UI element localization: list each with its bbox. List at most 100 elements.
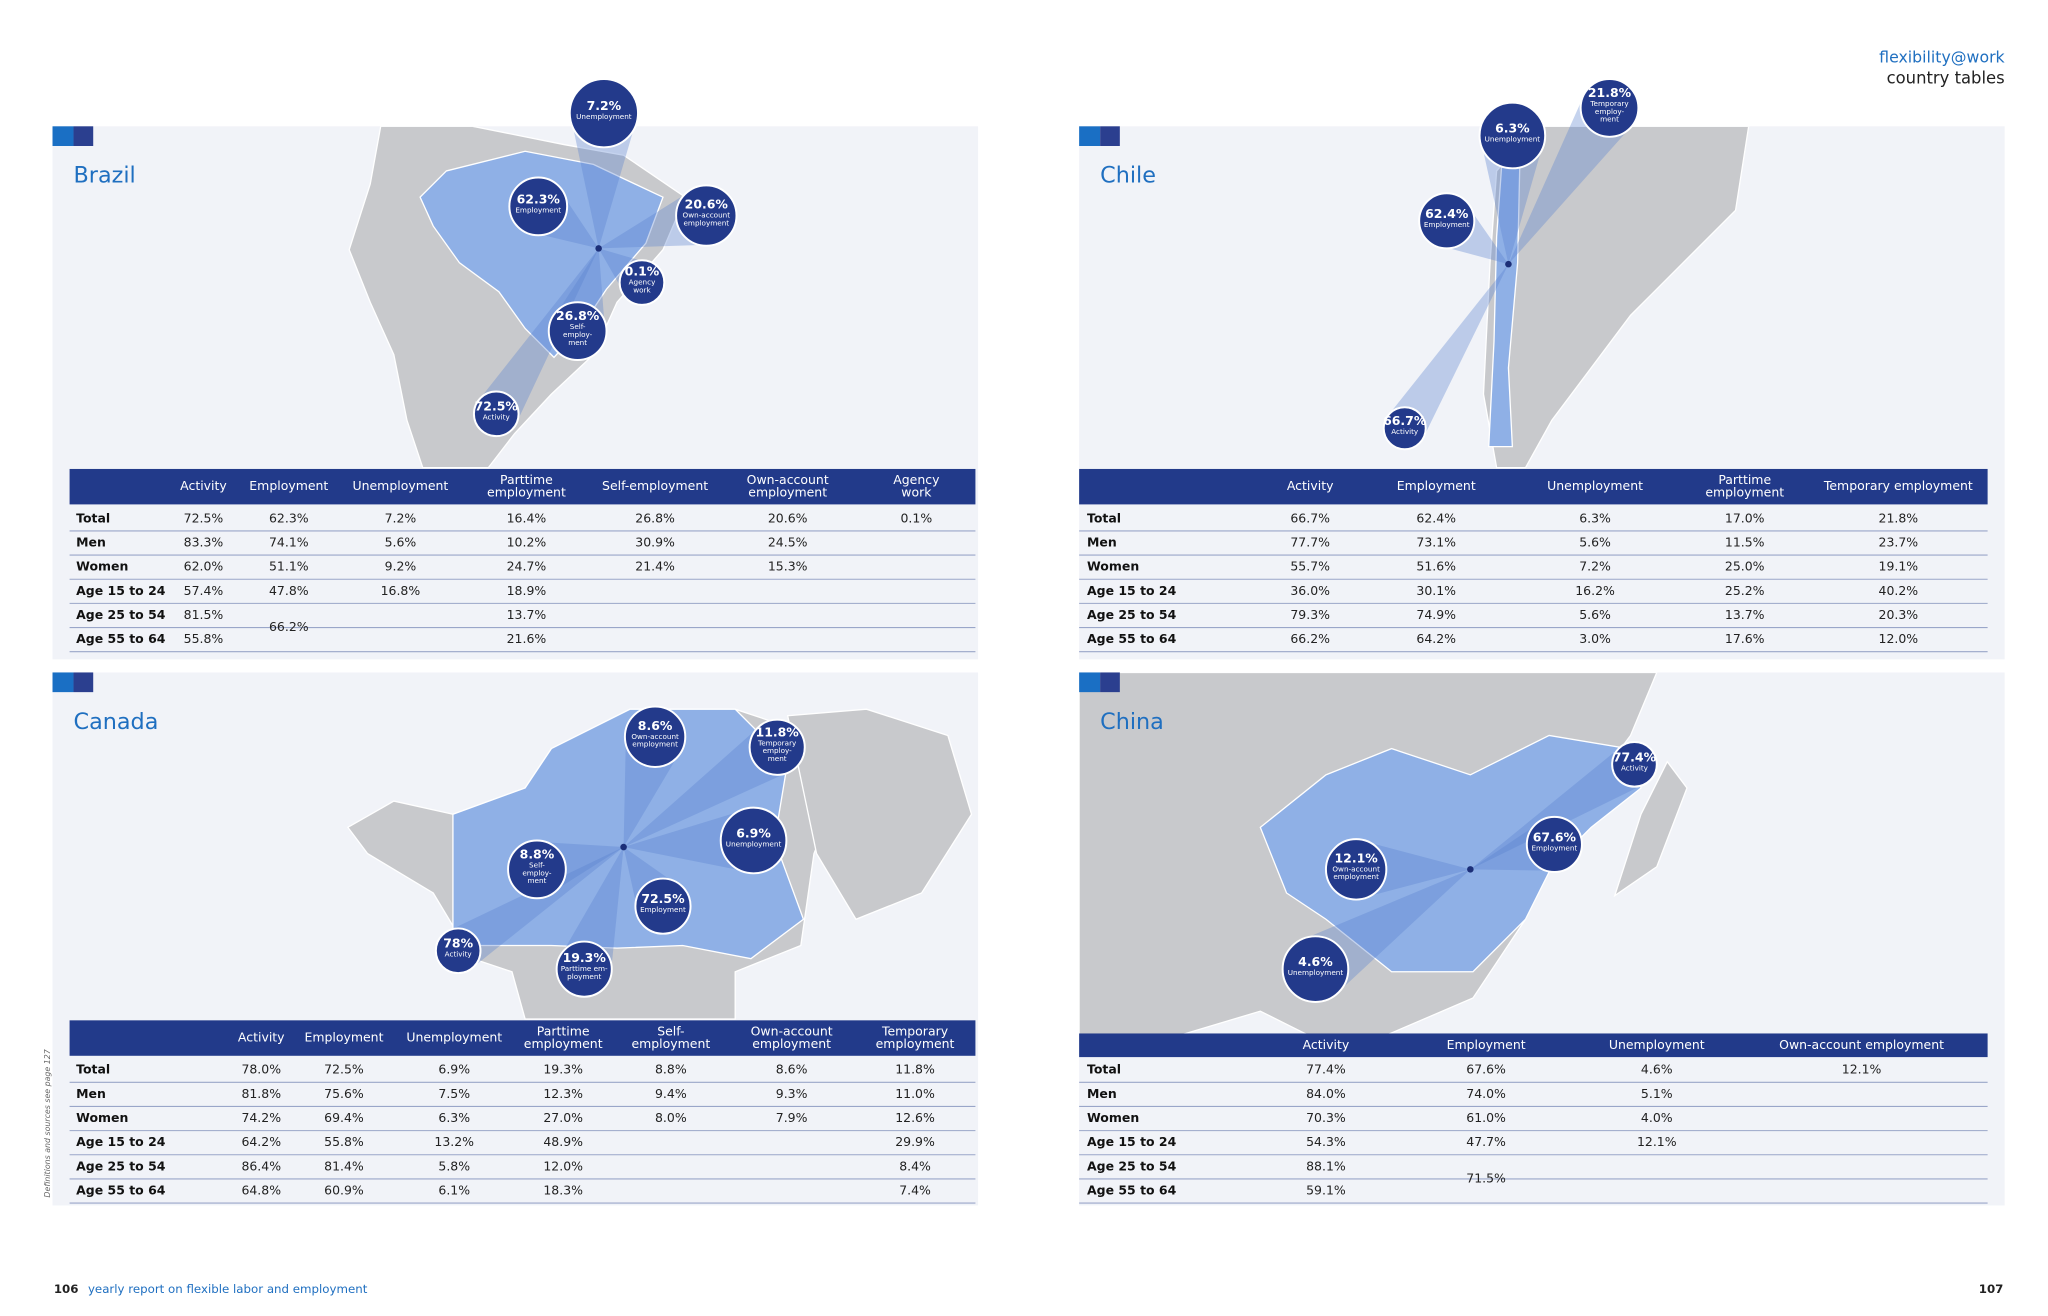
column-header: employment [631,1036,710,1051]
ray [623,807,756,874]
bubble-value: 62.4% [1425,206,1469,221]
bubble [719,806,788,875]
table-cell: 21.6% [507,631,547,646]
bubble-caption: Employment [640,905,686,914]
bubble [675,184,738,247]
column-header: Unemployment [406,1030,502,1045]
brand-square [1100,126,1120,146]
bubble-caption: ment [527,876,546,885]
land [786,708,973,921]
table-cell: 16.8% [381,583,421,598]
bubble-value: 6.9% [736,825,771,840]
row-label: Men [76,1086,106,1101]
table-cell: 19.3% [543,1062,583,1077]
bubble-value: 21.8% [1588,85,1632,100]
table-cell: 29.9% [895,1134,935,1149]
country-shape [1488,144,1521,448]
table-cell: 6.3% [438,1110,470,1125]
row-label: Age 25 to 54 [1087,607,1177,622]
bubble [1382,406,1427,451]
row-label: Women [1087,559,1139,574]
country-panel: Canada 8.6%Own-accountemployment11.8%Temp… [52,672,979,1206]
bubble [547,301,608,361]
row-label: Age 15 to 24 [76,583,166,598]
table-cell: 67.6% [1466,1062,1506,1077]
table-cell: 20.3% [1879,607,1919,622]
bubble-caption: employment [632,740,678,749]
table-cell: 16.4% [507,510,547,525]
row-label: Total [1087,1062,1121,1077]
country-panel: China77.4%Activity67.6%Employment12.1%Ow… [1079,672,2005,1206]
country-name: Canada [74,709,159,735]
bubble-caption: Unemployment [1485,134,1541,143]
table-cell: 55.7% [1290,559,1330,574]
bubble-value: 8.8% [520,846,555,861]
table-cell: 7.4% [899,1183,931,1198]
table-cell: 17.6% [1725,631,1765,646]
table-cell: 7.2% [385,510,417,525]
brand-square [73,672,94,693]
table-cell: 12.6% [895,1110,935,1125]
table-cell: 16.2% [1575,583,1615,598]
row-label: Total [76,1062,110,1077]
table-cell: 79.3% [1290,607,1330,622]
table-cell: 78.0% [241,1062,281,1077]
bubble [508,176,569,237]
bubble-caption: Employment [1532,843,1578,852]
column-header: employment [487,484,566,499]
table-cell: 19.1% [1879,559,1919,574]
brand-square [73,126,94,146]
bubble-caption: Own-account [1332,864,1380,873]
table-cell: 5.1% [1641,1086,1673,1101]
table-cell: 83.3% [184,534,224,549]
bubble-value: 77.4% [1613,749,1657,764]
table-cell: 59.1% [1306,1183,1346,1198]
table-cell: 12.1% [1637,1134,1677,1149]
table-cell: 74.9% [1416,607,1456,622]
table-cell: 64.8% [241,1183,281,1198]
brand: flexibility@work [1879,48,2005,67]
column-header: employment [752,1036,831,1051]
column-header: Parttime [1718,472,1771,487]
bubble [434,927,482,975]
country-name: Chile [1100,163,1156,189]
column-header: Own-account [751,1023,833,1038]
table-cell: 51.6% [1416,559,1456,574]
table-cell: 62.3% [269,510,309,525]
table-cell: 17.0% [1725,510,1765,525]
ray [1356,839,1471,900]
table-cell: 81.8% [241,1086,281,1101]
table-header [1079,1033,1988,1058]
table-cell: 30.1% [1416,583,1456,598]
table-cell: 13.7% [507,607,547,622]
bubble [472,390,520,438]
row-label: Age 55 to 64 [76,1183,166,1198]
table-cell: 55.8% [324,1134,364,1149]
table-cell: 81.4% [324,1158,364,1173]
row-label: Age 25 to 54 [1087,1158,1177,1173]
table-cell: 62.4% [1416,510,1456,525]
table-cell: 66.2% [269,619,309,634]
table-header [69,1020,976,1056]
bubble-caption: Activity [445,950,473,959]
bubble-caption: Self- [529,860,545,869]
table-cell: 74.0% [1466,1086,1506,1101]
table-cell: 64.2% [1416,631,1456,646]
table-cell: 12.0% [543,1158,583,1173]
table-cell: 5.6% [1579,534,1611,549]
table-cell: 54.3% [1306,1134,1346,1149]
center-dot [1505,260,1512,268]
side-note: Definitions and sources see page 127 [43,1049,52,1197]
column-header: Unemployment [1547,478,1643,493]
bubble-value: 66.7% [1383,413,1427,428]
bubble-value: 11.8% [756,724,800,739]
bubble-value: 7.2% [587,98,622,113]
bubble [634,877,692,935]
table-cell: 71.5% [1466,1170,1506,1185]
column-header: Employment [1397,478,1476,493]
table-cell: 60.9% [324,1183,364,1198]
brand-square [1079,126,1101,146]
ray [1386,264,1509,440]
column-header: Self- [657,1023,684,1038]
bubble-caption: ment [1600,115,1619,124]
